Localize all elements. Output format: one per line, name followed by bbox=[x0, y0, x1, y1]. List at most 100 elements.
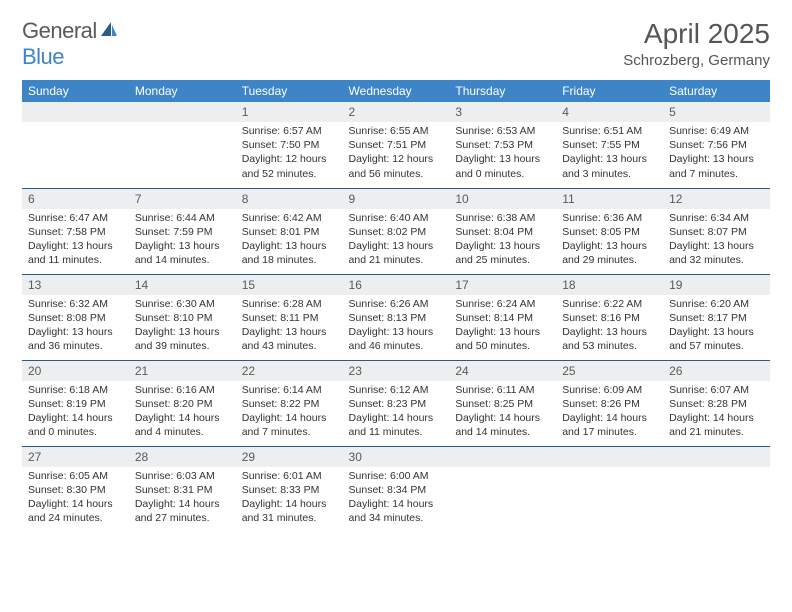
day-cell: 28Sunrise: 6:03 AMSunset: 8:31 PMDayligh… bbox=[129, 446, 236, 532]
day-body: Sunrise: 6:38 AMSunset: 8:04 PMDaylight:… bbox=[449, 209, 556, 272]
day-number: 22 bbox=[236, 361, 343, 381]
day-cell: 20Sunrise: 6:18 AMSunset: 8:19 PMDayligh… bbox=[22, 360, 129, 446]
day-cell bbox=[663, 446, 770, 532]
day-body: Sunrise: 6:07 AMSunset: 8:28 PMDaylight:… bbox=[663, 381, 770, 444]
title-block: April 2025 Schrozberg, Germany bbox=[623, 18, 770, 69]
day-cell: 9Sunrise: 6:40 AMSunset: 8:02 PMDaylight… bbox=[343, 188, 450, 274]
daylight-text: Daylight: 13 hours and 0 minutes. bbox=[455, 152, 550, 180]
day-header: Thursday bbox=[449, 80, 556, 102]
sunset-text: Sunset: 8:11 PM bbox=[242, 311, 337, 325]
sunrise-text: Sunrise: 6:42 AM bbox=[242, 211, 337, 225]
daylight-text: Daylight: 14 hours and 31 minutes. bbox=[242, 497, 337, 525]
day-body bbox=[129, 122, 236, 172]
sunrise-text: Sunrise: 6:28 AM bbox=[242, 297, 337, 311]
sunrise-text: Sunrise: 6:40 AM bbox=[349, 211, 444, 225]
day-body bbox=[22, 122, 129, 172]
day-cell: 23Sunrise: 6:12 AMSunset: 8:23 PMDayligh… bbox=[343, 360, 450, 446]
header: General Blue April 2025 Schrozberg, Germ… bbox=[22, 18, 770, 70]
day-cell: 12Sunrise: 6:34 AMSunset: 8:07 PMDayligh… bbox=[663, 188, 770, 274]
day-cell: 29Sunrise: 6:01 AMSunset: 8:33 PMDayligh… bbox=[236, 446, 343, 532]
daylight-text: Daylight: 13 hours and 3 minutes. bbox=[562, 152, 657, 180]
sunrise-text: Sunrise: 6:36 AM bbox=[562, 211, 657, 225]
day-number bbox=[663, 447, 770, 467]
day-number: 12 bbox=[663, 189, 770, 209]
daylight-text: Daylight: 13 hours and 50 minutes. bbox=[455, 325, 550, 353]
day-body: Sunrise: 6:00 AMSunset: 8:34 PMDaylight:… bbox=[343, 467, 450, 530]
day-cell: 15Sunrise: 6:28 AMSunset: 8:11 PMDayligh… bbox=[236, 274, 343, 360]
week-row: 27Sunrise: 6:05 AMSunset: 8:30 PMDayligh… bbox=[22, 446, 770, 532]
day-body: Sunrise: 6:24 AMSunset: 8:14 PMDaylight:… bbox=[449, 295, 556, 358]
day-body: Sunrise: 6:11 AMSunset: 8:25 PMDaylight:… bbox=[449, 381, 556, 444]
day-body: Sunrise: 6:28 AMSunset: 8:11 PMDaylight:… bbox=[236, 295, 343, 358]
day-body: Sunrise: 6:49 AMSunset: 7:56 PMDaylight:… bbox=[663, 122, 770, 185]
daylight-text: Daylight: 13 hours and 36 minutes. bbox=[28, 325, 123, 353]
day-cell: 17Sunrise: 6:24 AMSunset: 8:14 PMDayligh… bbox=[449, 274, 556, 360]
sunset-text: Sunset: 8:08 PM bbox=[28, 311, 123, 325]
day-cell: 26Sunrise: 6:07 AMSunset: 8:28 PMDayligh… bbox=[663, 360, 770, 446]
day-number bbox=[22, 102, 129, 122]
sunset-text: Sunset: 7:50 PM bbox=[242, 138, 337, 152]
sunset-text: Sunset: 8:33 PM bbox=[242, 483, 337, 497]
sunset-text: Sunset: 8:22 PM bbox=[242, 397, 337, 411]
day-number: 25 bbox=[556, 361, 663, 381]
day-cell: 3Sunrise: 6:53 AMSunset: 7:53 PMDaylight… bbox=[449, 102, 556, 188]
week-row: 20Sunrise: 6:18 AMSunset: 8:19 PMDayligh… bbox=[22, 360, 770, 446]
daylight-text: Daylight: 13 hours and 46 minutes. bbox=[349, 325, 444, 353]
sunset-text: Sunset: 8:13 PM bbox=[349, 311, 444, 325]
day-cell bbox=[22, 102, 129, 188]
day-body: Sunrise: 6:47 AMSunset: 7:58 PMDaylight:… bbox=[22, 209, 129, 272]
sunrise-text: Sunrise: 6:20 AM bbox=[669, 297, 764, 311]
day-number: 20 bbox=[22, 361, 129, 381]
day-body bbox=[449, 467, 556, 517]
sunset-text: Sunset: 7:51 PM bbox=[349, 138, 444, 152]
day-number: 15 bbox=[236, 275, 343, 295]
day-body: Sunrise: 6:55 AMSunset: 7:51 PMDaylight:… bbox=[343, 122, 450, 185]
day-body: Sunrise: 6:12 AMSunset: 8:23 PMDaylight:… bbox=[343, 381, 450, 444]
brand-part1: General bbox=[22, 18, 97, 43]
day-cell: 19Sunrise: 6:20 AMSunset: 8:17 PMDayligh… bbox=[663, 274, 770, 360]
daylight-text: Daylight: 14 hours and 7 minutes. bbox=[242, 411, 337, 439]
day-number: 19 bbox=[663, 275, 770, 295]
day-body: Sunrise: 6:40 AMSunset: 8:02 PMDaylight:… bbox=[343, 209, 450, 272]
day-body: Sunrise: 6:26 AMSunset: 8:13 PMDaylight:… bbox=[343, 295, 450, 358]
day-body: Sunrise: 6:30 AMSunset: 8:10 PMDaylight:… bbox=[129, 295, 236, 358]
daylight-text: Daylight: 14 hours and 14 minutes. bbox=[455, 411, 550, 439]
sunrise-text: Sunrise: 6:51 AM bbox=[562, 124, 657, 138]
sunrise-text: Sunrise: 6:49 AM bbox=[669, 124, 764, 138]
sunrise-text: Sunrise: 6:26 AM bbox=[349, 297, 444, 311]
sunset-text: Sunset: 7:58 PM bbox=[28, 225, 123, 239]
day-cell: 25Sunrise: 6:09 AMSunset: 8:26 PMDayligh… bbox=[556, 360, 663, 446]
sunrise-text: Sunrise: 6:32 AM bbox=[28, 297, 123, 311]
day-header-row: Sunday Monday Tuesday Wednesday Thursday… bbox=[22, 80, 770, 102]
daylight-text: Daylight: 13 hours and 14 minutes. bbox=[135, 239, 230, 267]
day-number: 6 bbox=[22, 189, 129, 209]
daylight-text: Daylight: 13 hours and 11 minutes. bbox=[28, 239, 123, 267]
day-cell: 1Sunrise: 6:57 AMSunset: 7:50 PMDaylight… bbox=[236, 102, 343, 188]
day-cell: 22Sunrise: 6:14 AMSunset: 8:22 PMDayligh… bbox=[236, 360, 343, 446]
sunrise-text: Sunrise: 6:57 AM bbox=[242, 124, 337, 138]
brand-part2: Blue bbox=[22, 44, 64, 69]
sunset-text: Sunset: 8:17 PM bbox=[669, 311, 764, 325]
location: Schrozberg, Germany bbox=[623, 52, 770, 69]
day-cell: 30Sunrise: 6:00 AMSunset: 8:34 PMDayligh… bbox=[343, 446, 450, 532]
day-body: Sunrise: 6:32 AMSunset: 8:08 PMDaylight:… bbox=[22, 295, 129, 358]
day-number: 17 bbox=[449, 275, 556, 295]
sunset-text: Sunset: 7:56 PM bbox=[669, 138, 764, 152]
day-number: 8 bbox=[236, 189, 343, 209]
day-number: 11 bbox=[556, 189, 663, 209]
sunrise-text: Sunrise: 6:09 AM bbox=[562, 383, 657, 397]
daylight-text: Daylight: 14 hours and 21 minutes. bbox=[669, 411, 764, 439]
sunrise-text: Sunrise: 6:18 AM bbox=[28, 383, 123, 397]
day-header: Tuesday bbox=[236, 80, 343, 102]
day-cell bbox=[449, 446, 556, 532]
day-number: 9 bbox=[343, 189, 450, 209]
sunset-text: Sunset: 7:53 PM bbox=[455, 138, 550, 152]
day-cell: 18Sunrise: 6:22 AMSunset: 8:16 PMDayligh… bbox=[556, 274, 663, 360]
sunrise-text: Sunrise: 6:01 AM bbox=[242, 469, 337, 483]
sunset-text: Sunset: 8:05 PM bbox=[562, 225, 657, 239]
day-cell: 8Sunrise: 6:42 AMSunset: 8:01 PMDaylight… bbox=[236, 188, 343, 274]
sunset-text: Sunset: 8:28 PM bbox=[669, 397, 764, 411]
day-body: Sunrise: 6:18 AMSunset: 8:19 PMDaylight:… bbox=[22, 381, 129, 444]
day-number: 30 bbox=[343, 447, 450, 467]
sunrise-text: Sunrise: 6:34 AM bbox=[669, 211, 764, 225]
